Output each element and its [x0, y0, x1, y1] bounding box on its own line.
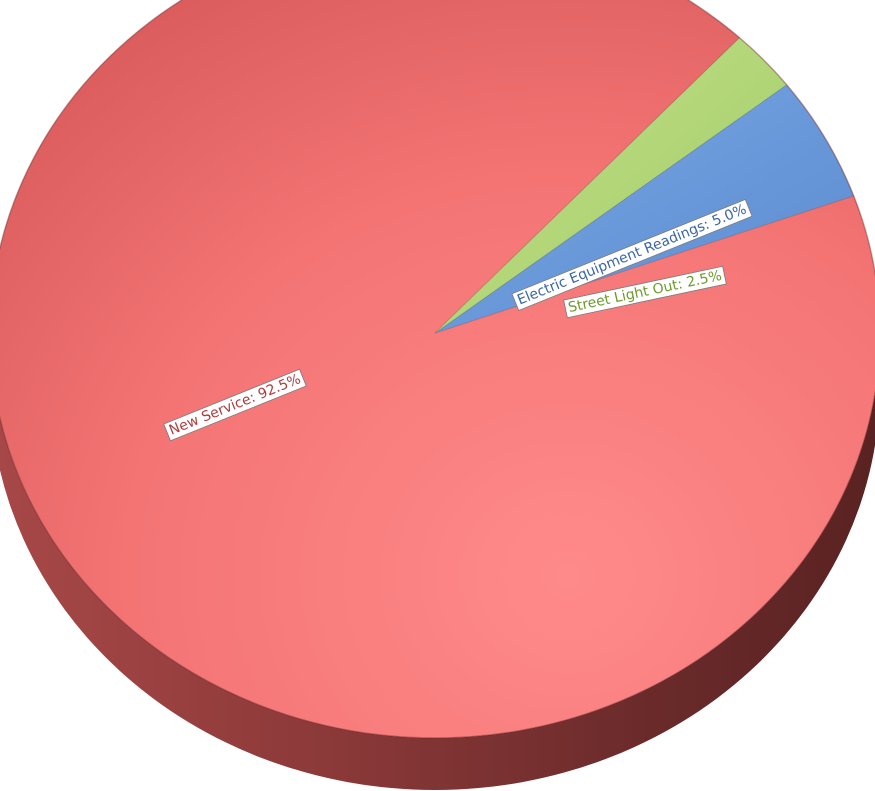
pie-rim — [0, 0, 875, 739]
pie-slice-electric-equipment-readings — [434, 84, 855, 334]
pie-side-wall — [0, 393, 875, 790]
data-label-box — [163, 368, 307, 442]
data-label-box — [511, 199, 753, 311]
pie-slice-new-service — [0, 0, 875, 739]
data-label-box — [563, 265, 727, 319]
pie-slice-street-light-out — [434, 37, 788, 334]
